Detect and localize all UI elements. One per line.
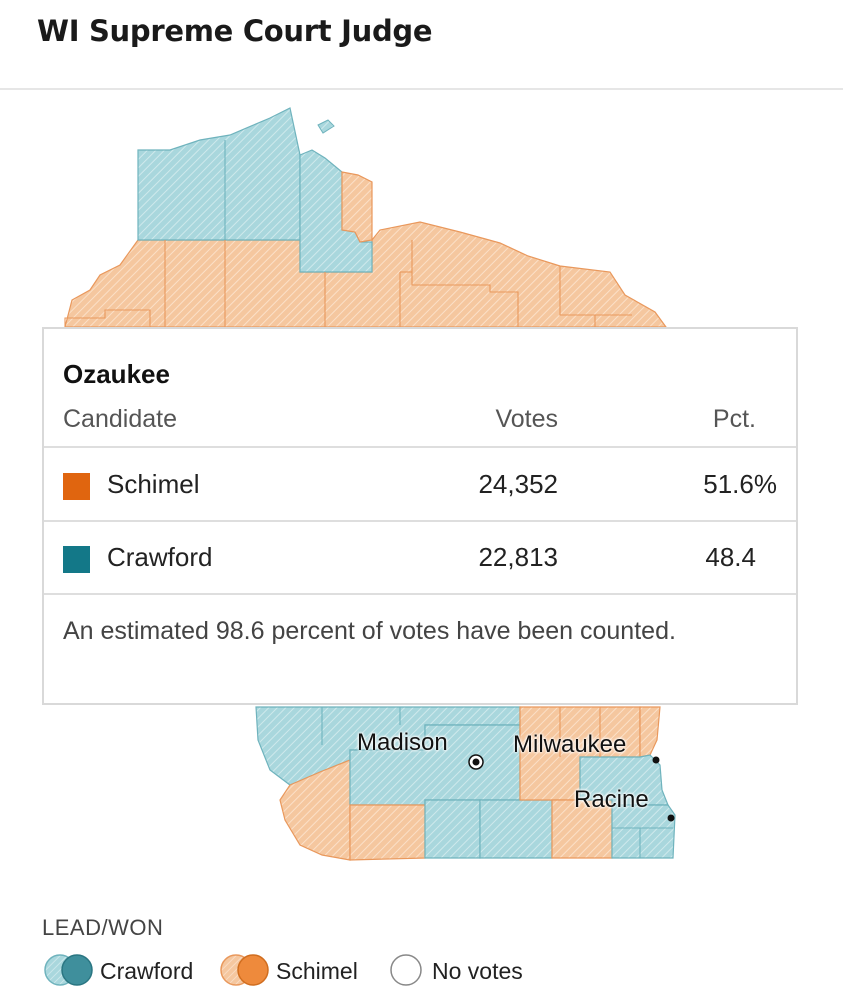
county-shape xyxy=(611,804,676,859)
racine-marker-icon xyxy=(667,814,675,822)
county-shape xyxy=(341,171,373,243)
legend-label: Schimel xyxy=(276,958,358,984)
no-votes-swatch-icon xyxy=(390,954,422,986)
city-label-milwaukee: Milwaukee xyxy=(513,731,627,758)
tooltip-divider xyxy=(44,520,796,522)
header-votes: Votes xyxy=(495,405,558,433)
county-shape xyxy=(317,119,335,134)
table-row: Crawford 22,813 48.4 xyxy=(44,539,796,579)
legend-label: Crawford xyxy=(100,958,194,984)
county-shape xyxy=(424,799,481,859)
southern-counties xyxy=(255,706,676,861)
city-label-racine: Racine xyxy=(574,786,649,813)
tooltip-header: Candidate Votes Pct. xyxy=(44,401,796,447)
candidate-pct: 51.6% xyxy=(703,469,777,499)
county-shape xyxy=(279,759,351,861)
tooltip-divider xyxy=(44,446,796,448)
table-row: Schimel 24,352 51.6% xyxy=(44,466,796,506)
crawford-swatch-icon xyxy=(44,954,93,986)
title-divider xyxy=(0,88,843,90)
candidate-name: Schimel xyxy=(107,469,200,499)
county-map[interactable] xyxy=(0,95,843,875)
candidate-votes: 24,352 xyxy=(478,469,558,499)
northern-counties xyxy=(64,107,668,328)
header-pct: Pct. xyxy=(712,405,756,433)
votes-counted-note: An estimated 98.6 percent of votes have … xyxy=(63,617,676,645)
page-title: WI Supreme Court Judge xyxy=(37,14,433,48)
tooltip-county-name: Ozaukee xyxy=(63,359,170,389)
milwaukee-marker-icon xyxy=(652,756,660,764)
candidate-pct: 48.4 xyxy=(705,542,756,572)
legend-label: No votes xyxy=(432,958,523,984)
city-label-madison: Madison xyxy=(357,729,448,756)
candidate-votes: 22,813 xyxy=(478,542,558,572)
header-candidate: Candidate xyxy=(63,405,177,433)
legend-title: LEAD/WON xyxy=(42,915,164,940)
candidate-name: Crawford xyxy=(107,542,213,572)
county-shape xyxy=(349,804,426,861)
city-markers xyxy=(468,754,675,822)
schimel-color-icon xyxy=(63,473,90,500)
crawford-color-icon xyxy=(63,546,90,573)
county-tooltip: Ozaukee Candidate Votes Pct. Schimel 24,… xyxy=(42,327,798,705)
tooltip-divider xyxy=(44,593,796,595)
schimel-swatch-icon xyxy=(220,954,269,986)
county-shape xyxy=(479,799,553,859)
county-shape xyxy=(639,706,661,758)
county-shape xyxy=(137,107,301,241)
